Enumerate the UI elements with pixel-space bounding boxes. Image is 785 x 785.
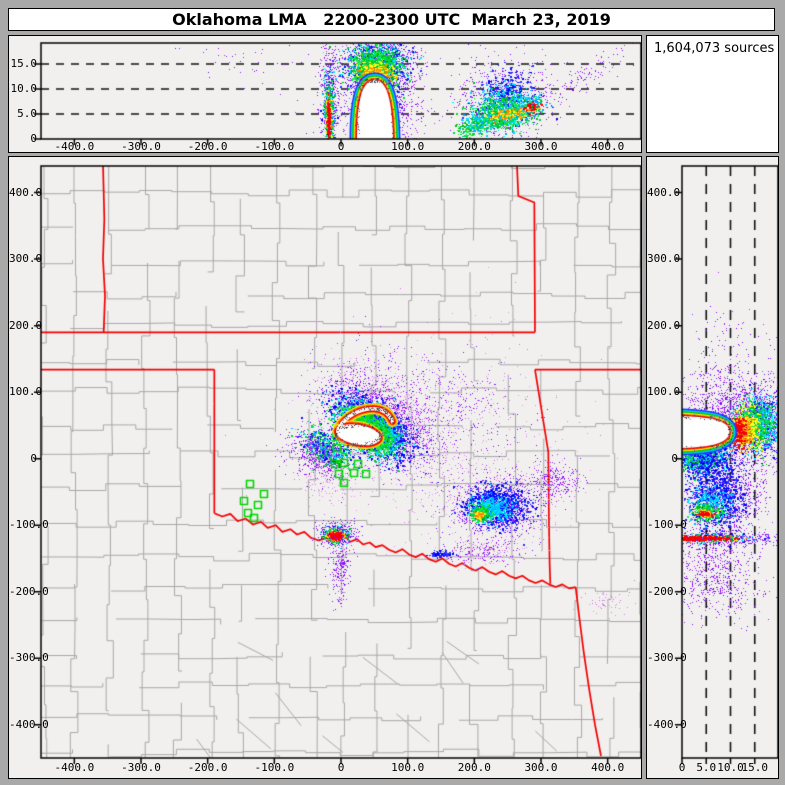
ew-altitude-panel: -400.0 -300.0 -200.0 -100.0 0 100.0 200.0 300.0…: [8, 35, 642, 153]
window-title: Oklahoma LMA 2200-2300 UTC March 23, 201…: [172, 10, 611, 29]
plan-view-panel: -400.0 -300.0 -200.0 -100.0 0 100.0 200.0 300.0…: [8, 156, 642, 779]
title-bar: Oklahoma LMA 2200-2300 UTC March 23, 201…: [8, 8, 775, 31]
ns-altitude-panel: 0 5.0 10.0 15.0 -400.0 -300.0 -200.0 -100.0 0 100…: [646, 156, 779, 779]
source-count-box: 1,604,073 sources: [646, 35, 779, 153]
source-count-label: 1,604,073 sources: [654, 41, 775, 56]
ew-altitude-plot[interactable]: [9, 36, 641, 152]
ns-altitude-plot[interactable]: [647, 157, 778, 778]
plan-view-plot[interactable]: [9, 157, 641, 778]
